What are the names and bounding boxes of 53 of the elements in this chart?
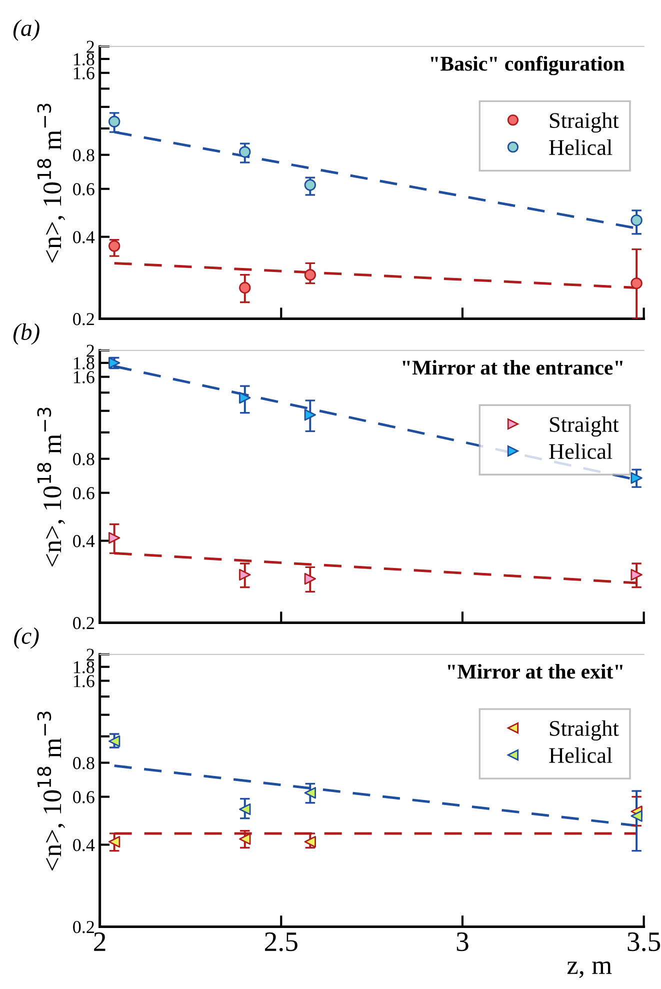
y-tick-label: 1.6 [74, 675, 94, 688]
point [239, 803, 251, 816]
chart-title: "Basic" configuration [430, 56, 624, 76]
point [108, 836, 120, 848]
y-tick-label: 1.6 [74, 67, 94, 80]
x-axis-title: z, m [567, 961, 612, 978]
legend-label: Helical [549, 139, 612, 156]
y-tick-label: 0.2 [73, 313, 94, 326]
point [239, 568, 251, 581]
y-tick-label: 0.8 [73, 149, 94, 162]
y-tick-label: 2 [86, 40, 94, 53]
point [108, 532, 120, 544]
point [630, 810, 642, 822]
y-tick-label: 1.6 [74, 371, 94, 384]
y-tick-label: 0.8 [73, 453, 94, 466]
chart-title: "Mirror at the entrance" [402, 360, 622, 375]
y-tick-label: 0.6 [73, 183, 94, 196]
legend-label: Straight [550, 720, 619, 741]
x-tick-label: 2.5 [265, 932, 298, 952]
y-tick-label: 1.8 [74, 53, 94, 66]
chart-title: "Mirror at the exit" [448, 664, 622, 679]
text: (c) [14, 627, 39, 649]
text: (a) [13, 19, 40, 41]
y-tick-label: 0.4 [73, 838, 95, 852]
point [630, 472, 642, 484]
point [630, 568, 642, 581]
y-tick-label: 0.4 [73, 231, 95, 244]
y-tick-label: 0.8 [73, 757, 94, 770]
legend-label: Helical [549, 443, 612, 460]
point [304, 572, 316, 585]
point [304, 836, 316, 848]
point [239, 392, 251, 404]
y-tick-label: 0.4 [73, 535, 95, 548]
text: (b) [13, 323, 40, 345]
y-tick-label: 2 [86, 648, 94, 661]
y-tick-label: 0.2 [73, 617, 94, 630]
y-tick-label: 0.6 [73, 791, 94, 804]
y-tick-label: 2 [86, 344, 94, 357]
x-tick-label: 3 [456, 932, 468, 952]
point [239, 833, 251, 845]
legend-label: Straight [550, 112, 619, 133]
y-axis-title: <n>, 10$^{18}$ m$^{−3}$ [37, 408, 66, 567]
point [304, 787, 316, 799]
legend-label: Helical [549, 747, 612, 763]
y-tick-label: 1.8 [74, 357, 94, 370]
point [304, 409, 316, 421]
legend-label: Straight [550, 416, 619, 437]
y-tick-label: 0.6 [73, 487, 94, 500]
y-axis-title: <n>, 10$^{18}$ m$^{−3}$ [37, 104, 66, 263]
y-tick-label: 1.8 [74, 661, 94, 674]
x-tick-label: 3.5 [628, 932, 660, 952]
y-axis-title: <n>, 10$^{18}$ m$^{−3}$ [37, 712, 66, 871]
y-tick-label: 0.2 [73, 920, 94, 934]
